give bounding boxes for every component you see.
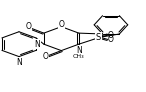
Text: CH₃: CH₃ [73, 54, 85, 59]
Text: O: O [108, 31, 113, 40]
Text: O: O [108, 35, 113, 44]
Text: N: N [34, 40, 40, 49]
Text: O: O [26, 22, 31, 31]
Text: S: S [96, 33, 101, 42]
Text: O: O [58, 20, 64, 29]
Text: N: N [76, 46, 82, 55]
Text: O: O [43, 52, 49, 61]
Text: N: N [16, 58, 22, 67]
